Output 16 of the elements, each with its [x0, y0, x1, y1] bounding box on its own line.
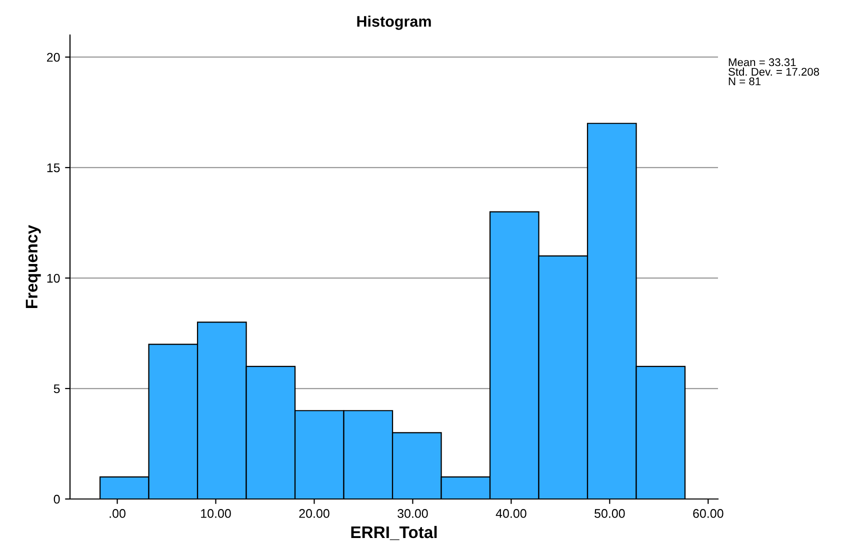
- x-tick-label: 20.00: [299, 509, 330, 518]
- x-tick-label: 60.00: [693, 509, 724, 518]
- x-tick-label: 40.00: [496, 509, 526, 518]
- y-tick-label: 5: [54, 384, 60, 394]
- x-tick-label: 30.00: [398, 509, 428, 518]
- y-tick-label: 0: [54, 494, 60, 504]
- x-tick-label: .00: [110, 509, 126, 518]
- y-tick-label: 15: [47, 164, 60, 172]
- chart-title: Histogram: [357, 16, 431, 30]
- x-tick-label: 50.00: [594, 509, 625, 518]
- x-axis-title: ERRI_Total: [351, 526, 437, 540]
- x-tick-label: 10.00: [201, 509, 231, 518]
- y-tick-label: 10: [47, 274, 60, 283]
- y-axis-title: Frequency: [26, 224, 41, 308]
- y-tick-label: 20: [47, 52, 60, 62]
- text: Mean = 33.31 Std. Dev. = 17.208 N = 81: [728, 58, 820, 86]
